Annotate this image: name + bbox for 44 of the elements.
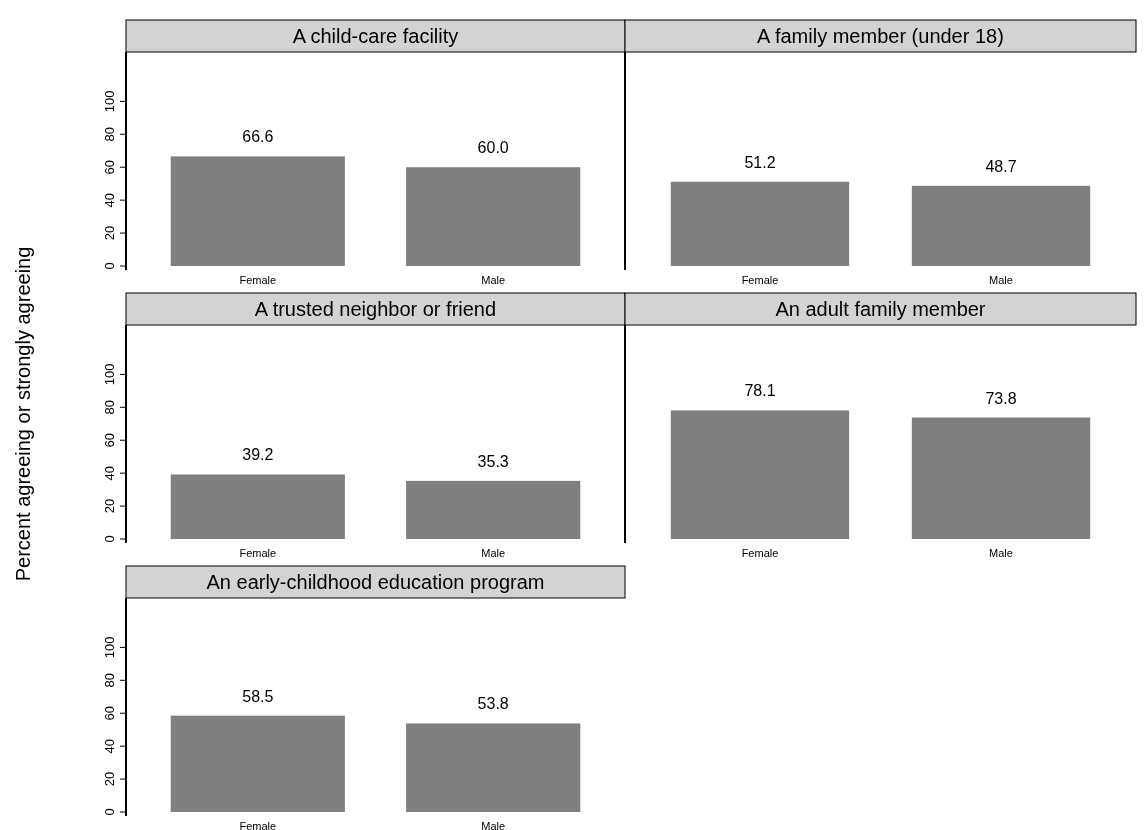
y-tick-label: 60 (102, 706, 117, 721)
chart-title: A family member (under 18) (757, 25, 1004, 47)
x-tick-label: Female (239, 820, 277, 830)
data-label: 35.3 (477, 452, 509, 470)
y-tick-label: 0 (102, 262, 117, 270)
chart-title: A trusted neighbor or friend (254, 298, 497, 320)
x-tick-label: Female (741, 274, 779, 286)
x-tick-label: Male (989, 547, 1013, 559)
y-tick-label: 60 (102, 433, 117, 448)
y-tick-label: 80 (102, 400, 117, 415)
y-tick-label: 100 (102, 90, 117, 113)
data-label: 78.1 (744, 382, 776, 400)
chart-title: An adult family member (775, 298, 986, 320)
data-label: 73.8 (985, 389, 1017, 407)
data-label: 58.5 (242, 687, 274, 705)
x-tick-label: Male (481, 547, 506, 559)
data-label: 60.0 (477, 139, 509, 157)
y-tick-label: 80 (102, 673, 117, 688)
y-tick-label: 80 (102, 127, 117, 142)
y-tick-label: 20 (102, 498, 117, 514)
data-label: 53.8 (477, 695, 509, 713)
data-label: 51.2 (744, 153, 776, 171)
x-tick-label: Male (481, 820, 506, 830)
y-tick-label: 0 (102, 808, 117, 816)
x-tick-label: Female (741, 547, 779, 559)
y-tick-label: 40 (102, 465, 117, 481)
chart-title: A child-care facility (292, 25, 459, 47)
chart-title: An early-childhood education program (206, 571, 545, 593)
data-label: 48.7 (985, 157, 1017, 175)
data-label: 66.6 (242, 128, 274, 146)
y-tick-label: 0 (102, 535, 117, 543)
y-tick-label: 100 (102, 363, 117, 386)
x-tick-label: Female (239, 274, 277, 286)
x-tick-label: Male (481, 274, 506, 286)
y-tick-label: 40 (102, 738, 117, 754)
data-label: 39.2 (242, 446, 274, 464)
y-tick-label: 20 (102, 771, 117, 787)
y-tick-label: 20 (102, 225, 117, 241)
y-tick-label: 100 (102, 636, 117, 659)
y-tick-label: 60 (102, 160, 117, 175)
x-tick-label: Male (989, 274, 1013, 286)
y-tick-label: 40 (102, 192, 117, 208)
y-axis-title: Percent agreeing or strongly agreeing (12, 246, 34, 582)
x-tick-label: Female (239, 547, 277, 559)
